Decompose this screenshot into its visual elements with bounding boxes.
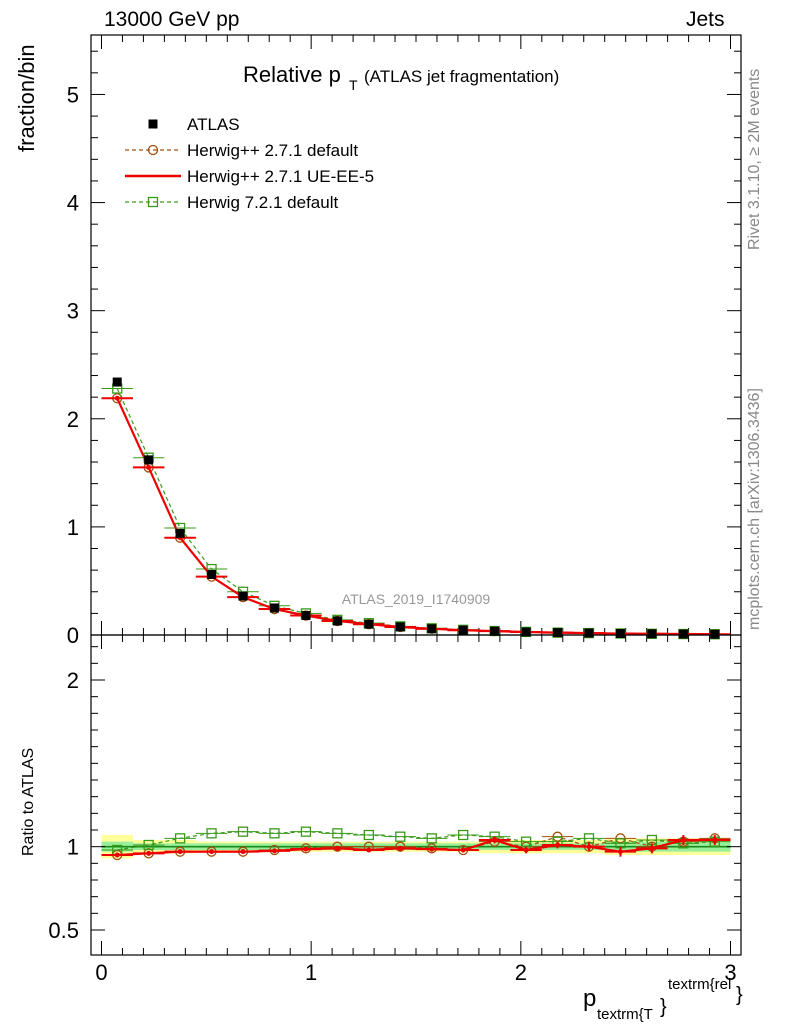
main-series-0-point <box>458 625 468 635</box>
ratio-series-1-point <box>146 850 152 856</box>
ratio-series-1-point <box>712 837 718 843</box>
ratio-series-1-point <box>460 847 466 853</box>
ratio-frame <box>90 634 742 956</box>
main-series-0-point <box>615 628 625 638</box>
ratio-series-1-point <box>586 844 592 850</box>
ratio-series-2-point <box>363 829 374 841</box>
legend-label: Herwig 7.2.1 default <box>187 193 338 212</box>
x-tick-label: 1 <box>305 960 317 985</box>
x-label-main: p <box>583 985 596 1012</box>
main-series-0-point <box>584 628 594 638</box>
ratio-series-1-point <box>177 849 183 855</box>
title-subscript: T <box>349 77 358 93</box>
main-series-0-point <box>175 528 185 538</box>
ratio-series-1-point <box>334 845 340 851</box>
ratio-series-2-point <box>269 828 280 839</box>
main-series-0-point <box>207 569 217 579</box>
main-series-2-point <box>114 395 120 401</box>
ratio-y-tick-label: 0.5 <box>48 918 79 943</box>
x-tick-label: 3 <box>724 960 736 985</box>
ratio-series-1-point <box>397 845 403 851</box>
ratio-series-2-point <box>332 828 343 839</box>
ratio-series-1-point <box>366 847 372 853</box>
header-right: Jets <box>686 8 725 31</box>
ratio-series-0-point <box>395 841 406 852</box>
x-tick-label: 0 <box>95 960 107 985</box>
ratio-series-2-point <box>206 828 217 839</box>
legend: ATLAS Herwig++ 2.7.1 default Herwig++ 2.7.… <box>125 115 374 212</box>
ratio-series-2-point <box>395 831 406 842</box>
ratio-series-2-point <box>520 836 532 847</box>
main-series-0-point <box>553 628 563 638</box>
main-y-tick-label: 2 <box>67 407 79 432</box>
x-tick-label: 2 <box>515 960 527 985</box>
ratio-series-1-point <box>429 846 435 852</box>
ratio-series-1-point <box>492 837 498 843</box>
ratio-series-2-point <box>237 826 249 837</box>
legend-marker <box>147 144 159 156</box>
main-series-0-point <box>647 629 657 639</box>
main-series-2-point <box>146 464 152 470</box>
ratio-series-0-point <box>332 841 343 852</box>
main-y-tick-label: 4 <box>67 191 79 216</box>
main-series-0-point <box>112 377 122 387</box>
ratio-series-1-point <box>649 845 655 851</box>
ratio-series-1-point <box>303 846 309 852</box>
ratio-series-2-point <box>143 839 154 851</box>
main-series-0-point <box>521 627 531 637</box>
main-panel: 0 1 2 3 4 5 <box>67 34 742 648</box>
ratio-y-tick-label: 1 <box>67 835 79 860</box>
ratio-panel: 0.5 1 2 0 1 2 3 <box>48 634 742 985</box>
legend-label: Herwig++ 2.7.1 default <box>187 141 358 160</box>
main-series-0-point <box>364 619 374 629</box>
main-series-0-point <box>395 622 405 632</box>
main-series-0-point <box>332 616 342 626</box>
x-label-sup-brace: } <box>736 984 743 1006</box>
ratio-series-1-point <box>114 852 120 858</box>
main-y-tick-label: 0 <box>67 623 79 648</box>
x-label-sub: textrm{T <box>597 1006 653 1023</box>
ratio-series-1-point <box>617 849 623 855</box>
title-main-text: Relative p <box>243 62 341 87</box>
ratio-series-2-point <box>426 833 437 844</box>
title-rest: (ATLAS jet fragmentation) <box>364 67 559 86</box>
watermark: ATLAS_2019_I1740909 <box>342 591 491 607</box>
ratio-series-1-point <box>209 849 215 855</box>
main-series-0-point <box>490 626 500 636</box>
ratio-series-1-point <box>271 848 277 854</box>
ratio-series-2-point <box>300 826 312 837</box>
main-y-tick-label: 1 <box>67 515 79 540</box>
main-y-tick-label: 3 <box>67 299 79 324</box>
legend-label: ATLAS <box>187 115 240 134</box>
main-y-tick-label: 5 <box>67 82 79 107</box>
main-series-0-point <box>678 629 688 639</box>
main-title: Relative p T (ATLAS jet fragmentation) <box>243 62 559 93</box>
main-series-0-point <box>269 603 279 613</box>
legend-label: Herwig++ 2.7.1 UE-EE-5 <box>187 167 374 186</box>
main-series-0-point <box>710 629 720 639</box>
legend-marker <box>147 196 159 208</box>
main-series-0-point <box>427 624 437 634</box>
ratio-series-2-point <box>458 829 469 841</box>
main-series-0-point <box>238 591 248 601</box>
x-label-sub-brace: } <box>660 996 667 1018</box>
legend-marker <box>148 119 158 129</box>
main-series-0-point <box>144 455 154 465</box>
ratio-series-1-point <box>680 837 686 843</box>
ratio-series-1-point <box>523 847 529 853</box>
ratio-series-2-point <box>174 833 186 844</box>
ratio-series-1-point <box>240 849 246 855</box>
ratio-y-tick-label: 2 <box>67 668 79 693</box>
header-left: 13000 GeV pp <box>104 8 240 31</box>
main-series-0-point <box>301 611 311 621</box>
ratio-series-1-point <box>555 842 561 848</box>
x-label-sup: textrm{rel <box>668 976 731 993</box>
